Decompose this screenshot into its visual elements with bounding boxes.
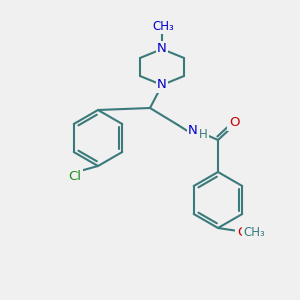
Text: CH₃: CH₃ xyxy=(152,20,174,32)
Text: N: N xyxy=(157,79,167,92)
Text: N: N xyxy=(157,43,167,56)
Text: Cl: Cl xyxy=(68,170,82,184)
Text: N: N xyxy=(188,124,198,137)
Text: CH₃: CH₃ xyxy=(243,226,265,238)
Text: O: O xyxy=(229,116,239,130)
Text: H: H xyxy=(199,128,207,142)
Text: O: O xyxy=(237,226,247,238)
